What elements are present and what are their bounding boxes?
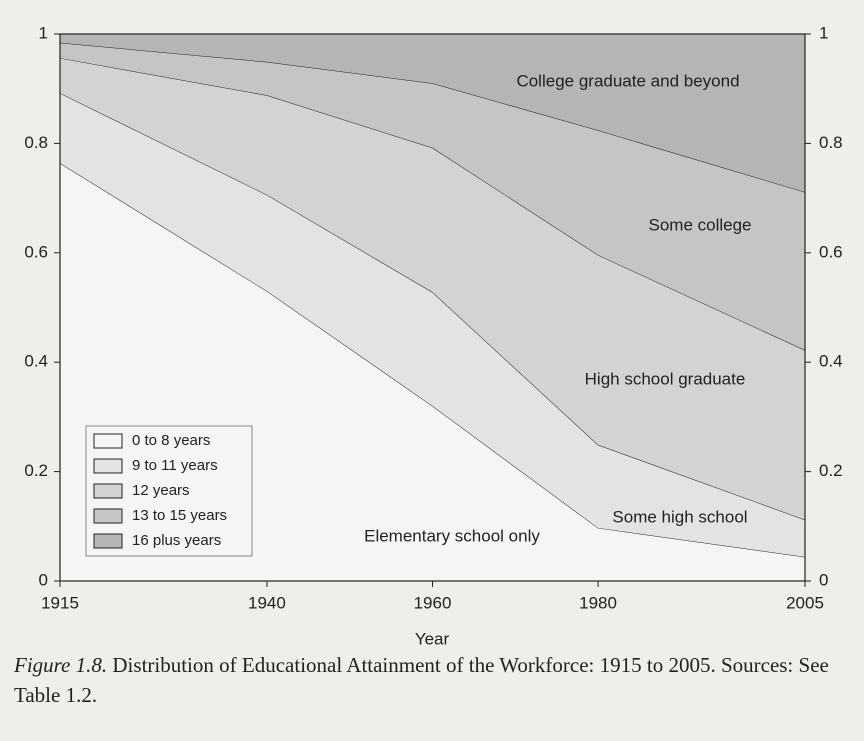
area: [60, 34, 805, 193]
y-tick-label: 0.8: [24, 133, 48, 152]
y-tick-label: 0.6: [24, 242, 48, 261]
legend-label: 12 years: [132, 482, 190, 499]
legend-swatch: [93, 533, 123, 549]
y2-tick-label: 1: [819, 23, 828, 42]
y-tick-label: 0.4: [24, 352, 48, 371]
legend-label: 16 plus years: [132, 532, 221, 549]
area-label: Some college: [648, 215, 751, 234]
area: [60, 93, 805, 557]
x-tick-label: 1980: [579, 593, 617, 612]
x-tick-label: 1915: [41, 593, 79, 612]
y2-tick-label: 0: [819, 570, 828, 589]
y2-tick-label: 0.6: [819, 242, 843, 261]
area-label: High school graduate: [585, 369, 746, 388]
area-label: College graduate and beyond: [516, 71, 739, 90]
page: Year 0 0.2 0.4 0.6 0.8 1 0 0.2 0.4 0.6 0.8 1 1915 194…: [14, 23, 843, 707]
area-label: Some high school: [612, 507, 747, 526]
legend-label: 9 to 11 years: [132, 457, 218, 474]
x-axis-label: Year: [415, 629, 450, 645]
caption-label: Figure 1.8.: [14, 653, 108, 677]
legend-swatch: [93, 458, 123, 474]
x-tick-label: 1960: [414, 593, 452, 612]
legend-swatch: [93, 433, 123, 449]
caption: Figure 1.8. Distribution of Educational …: [14, 650, 834, 710]
y-tick-label: 0: [39, 570, 48, 589]
y2-tick-label: 0.2: [819, 461, 843, 480]
area-label: Elementary school only: [364, 526, 540, 545]
y-tick-label: 1: [39, 23, 48, 42]
y2-tick-label: 0.4: [819, 352, 843, 371]
x-tick-label: 1940: [248, 593, 286, 612]
area: [60, 58, 805, 520]
y-tick-label: 0.2: [24, 461, 48, 480]
area: [60, 42, 805, 351]
x-tick-label: 2005: [786, 593, 824, 612]
chart: Year 0 0.2 0.4 0.6 0.8 1 0 0.2 0.4 0.6 0.8 1 1915 194…: [24, 23, 843, 645]
caption-text: Distribution of Educational Attainment o…: [14, 653, 829, 707]
legend-swatch: [93, 483, 123, 499]
legend-label: 13 to 15 years: [132, 507, 227, 524]
y2-tick-label: 0.8: [819, 133, 843, 152]
legend-swatch: [93, 508, 123, 524]
legend-label: 0 to 8 years: [132, 432, 210, 449]
